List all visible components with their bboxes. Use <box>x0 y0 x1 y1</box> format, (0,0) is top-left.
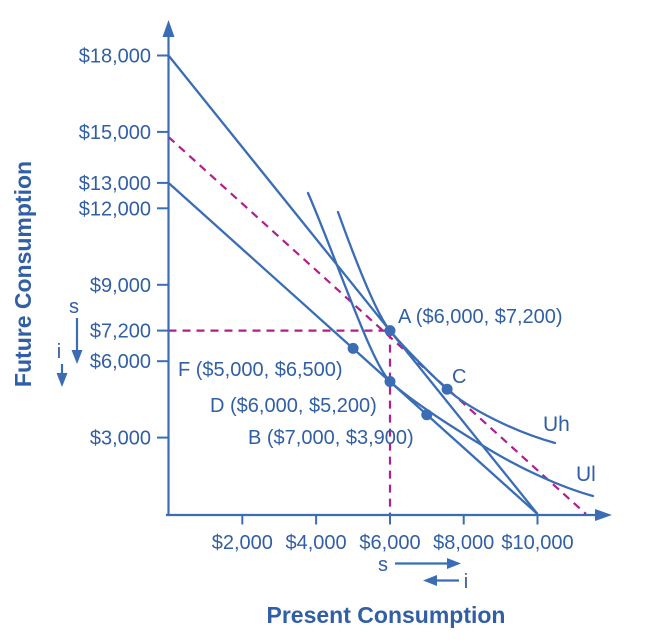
bottom-saving-interest-annotation: s i <box>378 554 468 593</box>
point-markers <box>347 325 453 421</box>
substitution-effect-dashed-line <box>167 136 587 515</box>
y-tick-label: $18,000 <box>79 46 151 68</box>
x-axis-arrow-icon <box>595 509 612 521</box>
point-C-marker <box>441 383 453 395</box>
x-tick-label: $2,000 <box>212 532 273 554</box>
y-tick-label: $6,000 <box>90 351 151 373</box>
point-C-label: C <box>452 366 466 388</box>
x-tick-label: $4,000 <box>286 532 347 554</box>
x-axis: $2,000 $4,000 $6,000 $8,000 $10,000 <box>166 509 612 554</box>
point-F-label: F ($5,000, $6,500) <box>178 359 343 381</box>
curve-Ul-label: Ul <box>576 463 596 486</box>
left-i-down-arrow-icon <box>56 373 68 387</box>
y-tick-label: $15,000 <box>79 122 151 144</box>
x-axis-title: Present Consumption <box>267 602 506 628</box>
point-B-marker <box>421 409 433 421</box>
y-axis-arrow-icon <box>162 20 175 37</box>
bottom-i-left-arrow-icon <box>423 575 437 586</box>
x-tick-label: $10,000 <box>501 532 573 554</box>
indifference-curve-Ul <box>306 191 595 498</box>
point-D-label: D ($6,000, $5,200) <box>210 395 377 417</box>
x-tick-label: $6,000 <box>359 532 420 554</box>
bottom-s-right-arrow-icon <box>447 558 461 569</box>
curve-Uh-label: Uh <box>543 413 570 436</box>
y-axis: $18,000 $15,000 $13,000 $12,000 $9,000 $… <box>79 20 175 515</box>
y-tick-label: $12,000 <box>79 198 151 220</box>
point-A-marker <box>384 325 396 337</box>
y-tick-label: $9,000 <box>90 275 151 297</box>
point-D-marker <box>384 376 396 387</box>
bottom-s-label: s <box>378 554 388 576</box>
point-B-label: B ($7,000, $3,900) <box>248 427 414 449</box>
bottom-i-label: i <box>464 571 468 593</box>
budget-constraint-high-return <box>167 54 539 515</box>
left-s-label: s <box>69 296 79 318</box>
left-i-label: i <box>57 341 61 363</box>
dashed-guides <box>167 136 587 515</box>
y-tick-label: $13,000 <box>79 173 151 195</box>
y-tick-label: $3,000 <box>90 428 151 450</box>
point-labels: A ($6,000, $7,200) F ($5,000, $6,500) D … <box>178 306 596 486</box>
y-axis-title: Future Consumption <box>10 161 36 387</box>
left-saving-interest-annotation: s i <box>56 296 83 387</box>
point-A-label: A ($6,000, $7,200) <box>398 306 563 328</box>
left-s-down-arrow-icon <box>71 350 83 364</box>
indifference-curve-Uh <box>336 210 557 445</box>
point-F-marker <box>347 342 359 354</box>
indifference-curves <box>306 191 595 498</box>
x-tick-label: $8,000 <box>433 532 494 554</box>
y-tick-label: $7,200 <box>90 321 151 343</box>
